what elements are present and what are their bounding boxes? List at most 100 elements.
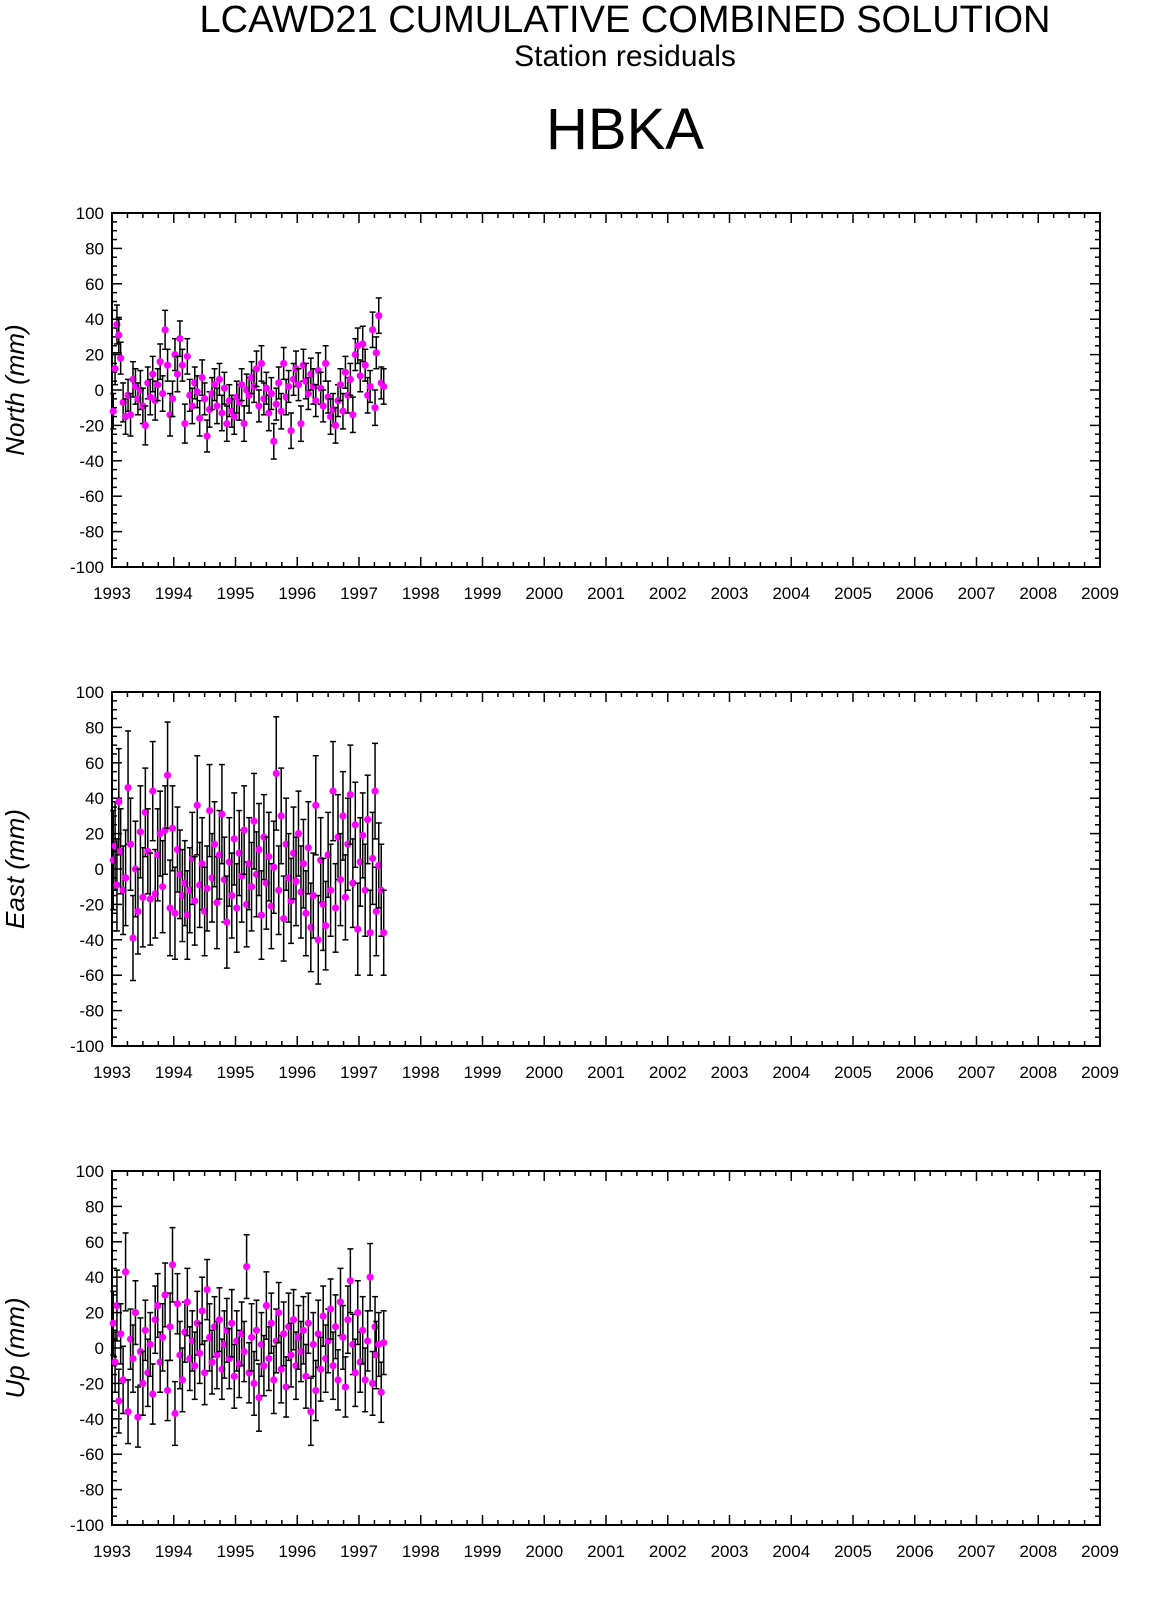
data-marker [238, 381, 246, 389]
chart-subtitle: Station residuals [514, 40, 736, 73]
data-marker [299, 1326, 308, 1334]
data-marker [356, 372, 364, 380]
data-marker [163, 361, 172, 369]
data-point [309, 1311, 317, 1378]
y-tick-label: -80 [79, 1002, 104, 1021]
data-point [368, 1350, 377, 1417]
x-tick-label: 2003 [711, 1542, 749, 1561]
x-tick-label: 1998 [402, 1063, 440, 1082]
data-point [292, 836, 300, 927]
data-point [136, 785, 145, 879]
data-point [252, 350, 261, 388]
data-marker [368, 854, 377, 862]
x-tick-label: 2006 [896, 584, 934, 603]
data-marker [329, 787, 337, 795]
x-tick-label: 1998 [402, 584, 440, 603]
data-marker [331, 904, 340, 912]
data-marker [215, 1316, 224, 1324]
data-point [141, 405, 149, 446]
data-point [331, 406, 340, 444]
data-marker [247, 883, 256, 891]
data-point [361, 1347, 369, 1413]
data-point [364, 1310, 372, 1372]
data-point [329, 740, 337, 842]
data-point [213, 855, 221, 950]
x-tick-label: 1993 [93, 584, 131, 603]
x-tick-label: 1997 [340, 584, 378, 603]
data-point [375, 297, 383, 335]
data-marker [220, 384, 228, 392]
data-marker [336, 381, 345, 389]
x-tick-label: 1999 [464, 1063, 502, 1082]
data-marker [193, 801, 201, 809]
data-point [372, 336, 380, 370]
data-marker [257, 911, 266, 919]
y-tick-label: -20 [79, 895, 104, 914]
data-marker [380, 929, 388, 937]
data-point [126, 797, 135, 891]
data-marker [124, 1408, 132, 1416]
data-marker [262, 1301, 270, 1310]
x-tick-label: 2008 [1019, 1542, 1057, 1561]
y-tick-label: -60 [79, 1445, 104, 1464]
data-marker [156, 358, 164, 366]
data-point [351, 781, 359, 868]
data-marker [372, 349, 380, 357]
data-marker [280, 1330, 288, 1338]
data-marker [210, 840, 219, 848]
x-tick-label: 2009 [1081, 1542, 1119, 1561]
data-point [252, 1299, 261, 1362]
data-marker [361, 886, 369, 894]
data-marker [371, 1323, 379, 1331]
data-point [196, 399, 204, 437]
data-marker [193, 388, 201, 396]
data-point [312, 754, 320, 856]
station-name: HBKA [546, 97, 704, 162]
data-marker [339, 812, 347, 820]
data-marker [149, 1390, 157, 1398]
y-tick-label: 100 [76, 683, 104, 702]
data-marker [260, 1362, 268, 1370]
data-point [230, 1343, 238, 1409]
data-marker [364, 815, 372, 824]
data-marker [351, 821, 359, 829]
data-point [163, 721, 172, 830]
data-marker [134, 1413, 142, 1421]
data-marker [277, 407, 285, 415]
data-marker [161, 326, 169, 334]
data-point [168, 785, 177, 872]
data-marker [178, 361, 186, 369]
data-marker [255, 845, 263, 854]
y-tick-label: 100 [76, 1162, 104, 1181]
data-marker [364, 1337, 372, 1345]
data-point [255, 389, 263, 423]
data-point [247, 1303, 256, 1372]
x-tick-label: 2007 [958, 1542, 996, 1561]
data-marker [341, 893, 350, 901]
data-point [134, 868, 142, 955]
data-marker [243, 1262, 251, 1271]
data-point [193, 375, 201, 409]
data-marker [272, 769, 280, 778]
data-marker [146, 1340, 154, 1349]
x-tick-label: 1995 [217, 584, 255, 603]
data-point [339, 392, 347, 430]
data-marker [117, 354, 125, 362]
data-point [346, 362, 354, 397]
data-marker [240, 1347, 248, 1356]
data-marker [366, 929, 374, 937]
data-marker [215, 375, 224, 383]
data-marker [168, 824, 177, 832]
data-marker [205, 806, 214, 815]
data-marker [312, 801, 320, 809]
y-tick-label: 0 [95, 381, 104, 400]
data-marker [198, 1307, 206, 1315]
data-point [267, 1292, 275, 1355]
data-marker [129, 1355, 137, 1363]
data-marker [304, 844, 312, 852]
data-marker [287, 1351, 295, 1359]
data-point [159, 1303, 167, 1372]
data-point [262, 1271, 270, 1340]
data-marker [230, 835, 238, 843]
data-marker [154, 1301, 162, 1310]
